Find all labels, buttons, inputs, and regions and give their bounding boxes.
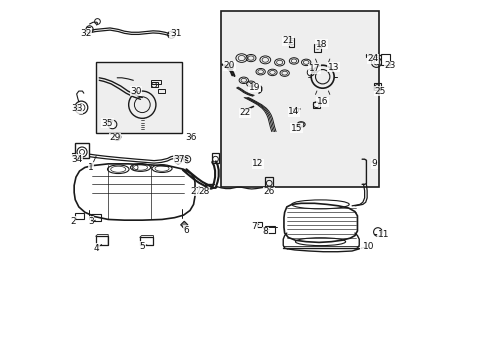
Text: 28: 28 xyxy=(198,187,209,196)
Bar xyxy=(289,39,294,47)
Text: 20: 20 xyxy=(224,62,235,71)
Bar xyxy=(381,54,389,64)
Bar xyxy=(314,44,320,51)
Bar xyxy=(151,80,161,84)
Bar xyxy=(91,214,101,221)
Bar xyxy=(265,226,275,233)
Text: 5: 5 xyxy=(139,242,145,251)
Text: 32: 32 xyxy=(80,29,91,38)
Text: 12: 12 xyxy=(252,159,263,168)
Bar xyxy=(140,237,153,245)
Text: 31: 31 xyxy=(169,29,181,38)
Text: 4: 4 xyxy=(94,244,100,253)
Text: 30: 30 xyxy=(130,86,142,95)
Text: 25: 25 xyxy=(374,86,385,95)
Text: 34: 34 xyxy=(71,155,82,164)
Bar xyxy=(211,153,219,163)
Text: 26: 26 xyxy=(263,187,274,196)
Text: 19: 19 xyxy=(248,83,260,92)
Text: 2: 2 xyxy=(70,217,76,226)
Bar xyxy=(265,177,273,187)
Bar xyxy=(373,83,380,90)
Polygon shape xyxy=(284,203,357,242)
Text: 3: 3 xyxy=(88,217,94,226)
Polygon shape xyxy=(74,164,195,220)
Text: 15: 15 xyxy=(290,123,302,132)
Text: 22: 22 xyxy=(239,108,250,117)
Bar xyxy=(221,12,378,187)
Text: 14: 14 xyxy=(288,107,299,116)
Text: 13: 13 xyxy=(327,63,339,72)
Text: 10: 10 xyxy=(362,242,373,251)
Text: 17: 17 xyxy=(308,64,320,73)
Bar xyxy=(158,89,164,93)
Text: 37: 37 xyxy=(173,155,184,164)
Bar xyxy=(257,222,262,227)
Bar xyxy=(75,143,89,158)
Text: 1: 1 xyxy=(88,163,94,172)
Text: 21: 21 xyxy=(282,36,293,45)
Text: 36: 36 xyxy=(185,133,197,142)
Bar xyxy=(96,62,182,134)
Text: 24: 24 xyxy=(366,54,378,63)
Text: 8: 8 xyxy=(262,228,267,237)
Bar xyxy=(292,108,297,111)
Bar xyxy=(150,82,158,87)
Text: 29: 29 xyxy=(109,133,120,142)
Text: 6: 6 xyxy=(183,226,189,235)
Text: 33: 33 xyxy=(71,104,82,113)
Text: 7: 7 xyxy=(251,222,257,231)
Text: 35: 35 xyxy=(102,119,113,128)
Bar xyxy=(75,213,84,220)
Polygon shape xyxy=(180,221,187,228)
Text: 9: 9 xyxy=(371,159,376,168)
Text: 16: 16 xyxy=(316,97,328,106)
Text: 18: 18 xyxy=(315,40,326,49)
Bar xyxy=(96,236,108,245)
Bar xyxy=(312,102,319,108)
Text: 23: 23 xyxy=(383,62,395,71)
Text: 11: 11 xyxy=(377,230,388,239)
Text: 27: 27 xyxy=(190,187,202,196)
